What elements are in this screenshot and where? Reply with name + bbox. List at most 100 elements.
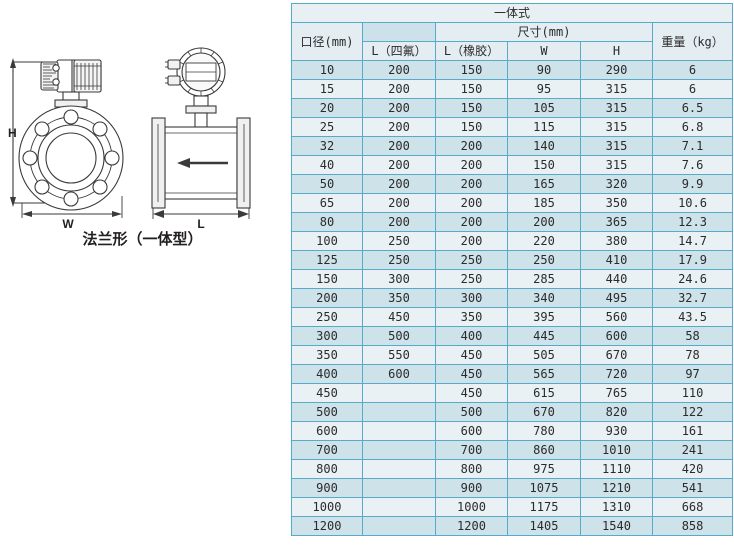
- table-cell: 720: [580, 364, 653, 384]
- table-cell: 95: [507, 79, 581, 99]
- table-cell: 315: [580, 98, 653, 118]
- table-cell: 200: [435, 155, 508, 175]
- table-cell: 600: [580, 326, 653, 346]
- table-cell: [362, 516, 436, 536]
- table-banner-row: 一体式: [290, 3, 734, 23]
- header-bore: 口径(mm): [291, 22, 363, 61]
- specification-table: 一体式 口径(mm) 尺寸(mm) 重量（kg） L（四氟） L（橡胶） W H…: [290, 3, 734, 536]
- table-cell: 1200: [291, 516, 363, 536]
- table-cell: 350: [580, 193, 653, 213]
- table-cell: 97: [651, 364, 734, 384]
- dimension-width-arrow: [21, 196, 123, 218]
- converter-housing-front: [40, 59, 102, 93]
- table-cell: 400: [435, 326, 508, 346]
- table-cell: 315: [580, 79, 653, 99]
- table-row: 1000 1000 1175 1310 668: [291, 497, 734, 517]
- table-row: 700 700 860 1010 241: [291, 440, 734, 460]
- table-row: 150 300 250 285 440 24.6: [291, 269, 734, 289]
- table-cell: 780: [507, 421, 581, 441]
- table-cell: 140: [507, 136, 581, 156]
- table-cell: 1110: [580, 459, 653, 479]
- table-cell: 600: [362, 364, 436, 384]
- table-cell: [362, 459, 436, 479]
- table-cell: 7.1: [651, 136, 734, 156]
- flange-bore: [45, 132, 97, 184]
- table-cell: 32.7: [651, 288, 734, 308]
- table-cell: 380: [580, 231, 653, 251]
- table-cell: 200: [362, 98, 436, 118]
- header-h: H: [580, 41, 653, 61]
- table-cell: 200: [291, 288, 363, 308]
- table-row: 900 900 1075 1210 541: [291, 478, 734, 498]
- table-cell: 1000: [291, 497, 363, 517]
- table-cell: 150: [435, 98, 508, 118]
- table-cell: 161: [651, 421, 734, 441]
- converter-neck-side: [185, 95, 217, 128]
- table-cell: 560: [580, 307, 653, 327]
- table-cell: 800: [435, 459, 508, 479]
- table-cell: 25: [291, 117, 363, 137]
- table-cell: 125: [291, 250, 363, 270]
- table-cell: 250: [362, 250, 436, 270]
- table-cell: 350: [291, 345, 363, 365]
- table-cell: 58: [651, 326, 734, 346]
- table-cell: 550: [362, 345, 436, 365]
- table-cell: 450: [435, 383, 508, 403]
- table-cell: 40: [291, 155, 363, 175]
- table-row: 25 200 150 115 315 6.8: [291, 117, 734, 137]
- table-row: 80 200 200 200 365 12.3: [291, 212, 734, 232]
- table-cell: 200: [362, 212, 436, 232]
- table-cell: 122: [651, 402, 734, 422]
- table-row: 125 250 250 250 410 17.9: [291, 250, 734, 270]
- front-view: [18, 59, 124, 211]
- table-cell: 900: [291, 478, 363, 498]
- table-cell: 200: [362, 79, 436, 99]
- table-cell: 200: [362, 193, 436, 213]
- table-cell: [362, 383, 436, 403]
- table-cell: 1175: [507, 497, 581, 517]
- header-size-group: 尺寸(mm): [435, 22, 653, 42]
- table-cell: 10: [291, 60, 363, 80]
- table-row: 800 800 975 1110 420: [291, 459, 734, 479]
- table-cell: 765: [580, 383, 653, 403]
- dimension-length-arrow: [152, 208, 250, 219]
- table-cell: 975: [507, 459, 581, 479]
- table-cell: 105: [507, 98, 581, 118]
- table-cell: 12.3: [651, 212, 734, 232]
- table-cell: 110: [651, 383, 734, 403]
- table-cell: 365: [580, 212, 653, 232]
- table-row: 300 500 400 445 600 58: [291, 326, 734, 346]
- table-row: 1200 1200 1405 1540 858: [291, 516, 734, 536]
- table-cell: 450: [362, 307, 436, 327]
- table-cell: 350: [362, 288, 436, 308]
- table-cell: 100: [291, 231, 363, 251]
- table-cell: 670: [507, 402, 581, 422]
- table-cell: [362, 497, 436, 517]
- table-cell: 860: [507, 440, 581, 460]
- table-cell: 410: [580, 250, 653, 270]
- table-cell: 495: [580, 288, 653, 308]
- table-cell: 615: [507, 383, 581, 403]
- table-cell: 858: [651, 516, 734, 536]
- table-cell: 930: [580, 421, 653, 441]
- table-cell: 450: [291, 383, 363, 403]
- table-cell: 250: [507, 250, 581, 270]
- table-cell: 200: [507, 212, 581, 232]
- table-cell: [362, 402, 436, 422]
- table-cell: 820: [580, 402, 653, 422]
- table-row: 250 450 350 395 560 43.5: [291, 307, 734, 327]
- table-banner: 一体式: [290, 3, 734, 23]
- table-cell: 150: [435, 117, 508, 137]
- table-cell: 315: [580, 155, 653, 175]
- table-cell: 541: [651, 478, 734, 498]
- table-cell: 200: [362, 136, 436, 156]
- table-row: 400 600 450 565 720 97: [291, 364, 734, 384]
- flow-direction-arrow: [177, 158, 228, 168]
- table-cell: 250: [435, 250, 508, 270]
- converter-housing-side: [165, 47, 226, 97]
- table-cell: 200: [435, 174, 508, 194]
- table-cell: 32: [291, 136, 363, 156]
- table-cell: 6: [651, 79, 734, 99]
- table-row: 20 200 150 105 315 6.5: [291, 98, 734, 118]
- table-cell: 6.8: [651, 117, 734, 137]
